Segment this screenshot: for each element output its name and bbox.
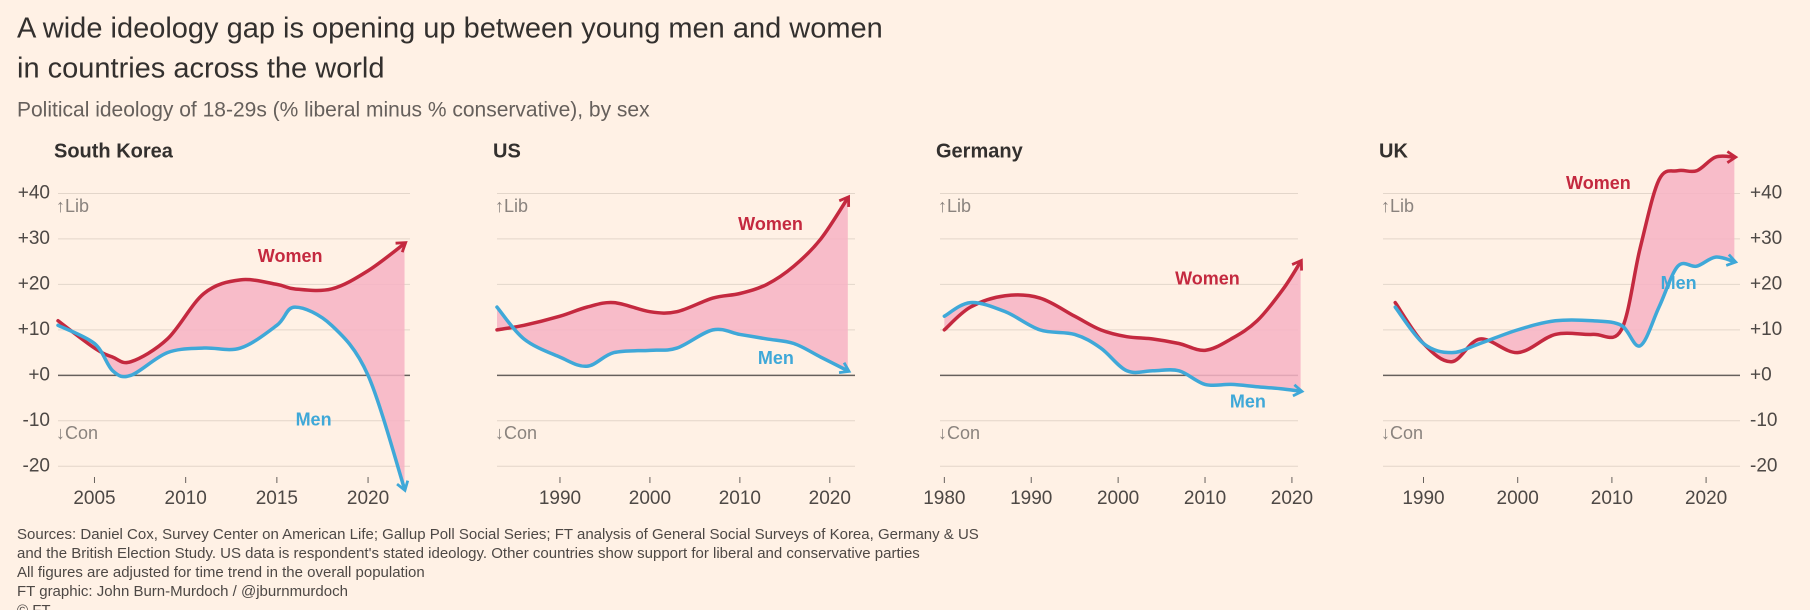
- subtitle: Political ideology of 18-29s (% liberal …: [17, 99, 650, 122]
- y-tick-label: +10: [1750, 319, 1782, 340]
- gap-area: [944, 261, 1301, 392]
- x-tick-label: 2000: [629, 488, 671, 509]
- panel-title: US: [493, 140, 521, 162]
- y-tick-label: +20: [1750, 273, 1782, 294]
- note: FT graphic: John Burn-Murdoch / @jburnmu…: [17, 583, 348, 600]
- note: All figures are adjusted for time trend …: [17, 564, 425, 581]
- y-tick-label: +0: [1750, 364, 1772, 385]
- y-tick-label: +40: [18, 182, 50, 203]
- title: in countries across the world: [17, 53, 385, 85]
- series-label: Women: [258, 246, 323, 266]
- annotation: ↓Con: [1381, 423, 1423, 443]
- gap-area: [58, 243, 405, 489]
- y-tick-label: -10: [23, 410, 50, 431]
- y-tick-label: +20: [18, 273, 50, 294]
- note: and the British Election Study. US data …: [17, 545, 920, 562]
- panel: South Korea+40 +30 +20 +10 +0 -10 -20 ↑Lib ↓Con 2…: [18, 140, 410, 509]
- y-tick-label: +10: [18, 319, 50, 340]
- series-label: Men: [296, 410, 332, 430]
- annotation: ↑Lib: [1381, 196, 1414, 216]
- series-line: [495, 305, 852, 375]
- annotation: ↓Con: [938, 423, 980, 443]
- x-tick-label: 2010: [1591, 488, 1633, 509]
- note: Sources: Daniel Cox, Survey Center on Am…: [17, 526, 979, 543]
- series-label: Women: [738, 214, 803, 234]
- y-tick-label: -20: [1750, 455, 1777, 476]
- series-line: [495, 194, 851, 332]
- x-tick-label: 2020: [809, 488, 851, 509]
- x-tick-label: 2010: [719, 488, 761, 509]
- y-tick-label: +30: [18, 228, 50, 249]
- annotation: ↑Lib: [938, 196, 971, 216]
- x-tick-label: 2020: [1685, 488, 1727, 509]
- panel: US ↑Lib ↓Con 1990 2000 2010 2020 Women Men: [493, 140, 855, 509]
- x-tick-label: 1980: [923, 488, 965, 509]
- panel-title: South Korea: [54, 140, 174, 162]
- x-tick-label: 1990: [1010, 488, 1052, 509]
- series-label: Women: [1175, 269, 1240, 289]
- series-label: Men: [758, 348, 794, 368]
- y-tick-label: -10: [1750, 410, 1777, 431]
- series-line: [942, 258, 1303, 353]
- x-tick-label: 2000: [1097, 488, 1139, 509]
- x-tick-label: 2010: [165, 488, 207, 509]
- annotation: ↓Con: [56, 423, 98, 443]
- series-label: Men: [1661, 273, 1697, 293]
- y-tick-label: -20: [23, 455, 50, 476]
- annotation: ↑Lib: [56, 196, 89, 216]
- x-tick-label: 2010: [1184, 488, 1226, 509]
- x-tick-label: 1990: [539, 488, 581, 509]
- x-tick-label: 2020: [1271, 488, 1313, 509]
- panel-title: UK: [1379, 140, 1408, 162]
- y-tick-label: +40: [1750, 182, 1782, 203]
- panel: Germany ↑Lib ↓Con 1980 1990 2000 2010 2020 Women…: [923, 140, 1313, 509]
- annotation: ↑Lib: [495, 196, 528, 216]
- y-tick-label: +0: [28, 364, 50, 385]
- y-tick-label: +30: [1750, 228, 1782, 249]
- series-line: [1393, 253, 1739, 355]
- series-line: [56, 241, 408, 365]
- x-tick-label: 2020: [347, 488, 389, 509]
- series-label: Men: [1230, 391, 1266, 411]
- gap-area: [497, 198, 848, 371]
- gap-area: [1395, 156, 1735, 362]
- series-label: Women: [1566, 173, 1631, 193]
- note: © FT: [17, 602, 51, 610]
- x-tick-label: 1990: [1402, 488, 1444, 509]
- x-tick-label: 2000: [1497, 488, 1539, 509]
- panel-title: Germany: [936, 140, 1024, 162]
- series-line: [56, 305, 410, 493]
- annotation: ↓Con: [495, 423, 537, 443]
- series-line: [1393, 150, 1739, 364]
- x-tick-label: 2005: [73, 488, 115, 509]
- series-line: [942, 300, 1305, 398]
- title: A wide ideology gap is opening up betwee…: [17, 13, 883, 45]
- panel: UK +40 +30 +20 +10 +0 -10 -20 ↑Lib ↓Con 1990 2000 20…: [1379, 140, 1782, 509]
- x-tick-label: 2015: [256, 488, 298, 509]
